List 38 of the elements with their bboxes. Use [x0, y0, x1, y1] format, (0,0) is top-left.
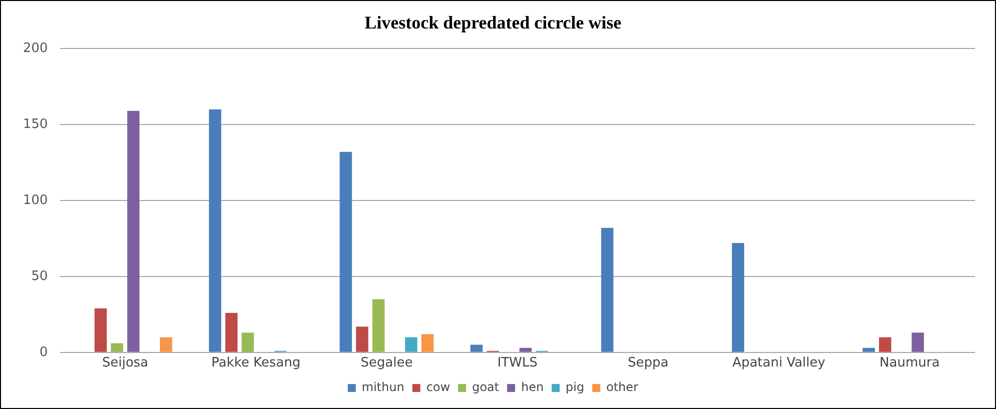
bar — [912, 332, 924, 352]
y-tick-label: 100 — [22, 192, 48, 208]
bar — [94, 308, 107, 352]
legend-label: mithun — [362, 380, 404, 394]
chart-title: Livestock depredated cicrcle wise — [364, 12, 622, 32]
bar — [110, 343, 124, 352]
bar — [519, 348, 532, 352]
x-tick-label: Pakke Kesang — [211, 356, 300, 371]
bar — [160, 337, 172, 352]
bar — [225, 312, 238, 352]
bar — [242, 332, 254, 352]
bar — [340, 152, 352, 352]
y-tick-label: 200 — [22, 40, 48, 56]
y-tick-label: 150 — [22, 116, 48, 132]
legend-label: other — [606, 380, 638, 394]
legend-label: hen — [521, 380, 544, 394]
bar — [421, 334, 434, 352]
bar — [878, 337, 892, 352]
bar — [601, 228, 614, 352]
bar — [470, 344, 483, 352]
bar — [732, 243, 744, 352]
x-tick-label: Segalee — [360, 356, 413, 371]
bar — [405, 337, 418, 352]
x-tick-label: Apatani Valley — [732, 356, 826, 371]
x-tick-label: Seijosa — [102, 356, 148, 371]
y-tick-label: 0 — [40, 344, 48, 360]
x-tick-label: Seppa — [628, 356, 669, 371]
legend-label: goat — [472, 380, 500, 394]
bar — [862, 348, 875, 352]
bar — [356, 326, 368, 352]
y-tick-label: 50 — [31, 268, 48, 284]
legend-label: cow — [426, 380, 450, 394]
legend-label: pig — [566, 380, 584, 394]
x-tick-label: Naumura — [880, 356, 940, 371]
bar — [127, 110, 140, 352]
bar — [208, 109, 222, 352]
x-tick-label: ITWLS — [497, 356, 538, 371]
bar — [372, 299, 385, 352]
